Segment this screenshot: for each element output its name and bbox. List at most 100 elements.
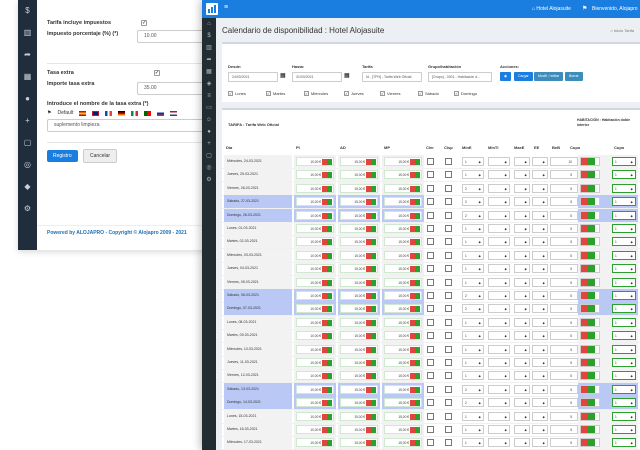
register-button[interactable]: Registro (47, 150, 78, 162)
habitacion-toggle[interactable] (580, 411, 600, 421)
cupo2-input[interactable]: 1 ◆ (612, 291, 636, 300)
spinner-icon[interactable]: ◆ (478, 374, 481, 379)
cler-checkbox[interactable] (427, 211, 434, 219)
spinner-icon[interactable]: ◆ (478, 320, 481, 325)
close-icon[interactable] (581, 399, 588, 407)
clsp-checkbox[interactable] (445, 305, 452, 313)
spinner-icon[interactable]: ◆ (504, 334, 507, 339)
cupo-input[interactable]: 5 (550, 398, 578, 408)
flag-de-icon[interactable] (118, 110, 126, 116)
decrease-icon[interactable] (322, 333, 327, 340)
increase-icon[interactable] (371, 319, 376, 326)
cupo2-input[interactable]: 1 ◆ (612, 224, 636, 233)
cupo-input[interactable]: 5 (550, 277, 578, 287)
breadcrumb[interactable]: ⌂ Inicio Tarifa (610, 28, 634, 33)
cupo2-input[interactable]: 1 ◆ (612, 264, 636, 274)
increase-icon[interactable] (327, 427, 332, 433)
cler-checkbox[interactable] (427, 399, 434, 407)
spinner-icon[interactable]: ◆ (630, 414, 633, 419)
spinner-icon[interactable]: ◆ (504, 294, 507, 298)
globe-icon[interactable]: ◎ (24, 160, 31, 169)
increase-icon[interactable] (371, 440, 376, 447)
price-input[interactable]: 15,00 € (340, 224, 378, 233)
spinner-icon[interactable]: ◆ (524, 227, 527, 231)
decrease-icon[interactable] (322, 159, 327, 165)
price-input[interactable]: 15,00 € (340, 344, 378, 354)
spinner-icon[interactable]: ◆ (542, 307, 545, 312)
min-estancia-input[interactable]: 1 ◆ (462, 317, 484, 327)
open-icon[interactable] (588, 184, 595, 192)
spinner-icon[interactable]: ◆ (504, 361, 507, 365)
max-estancia-input[interactable]: ◆ (514, 438, 530, 448)
spinner-icon[interactable]: ◆ (542, 334, 545, 339)
spinner-icon[interactable]: ◆ (524, 387, 527, 392)
price-input[interactable]: 15,00 € (384, 411, 422, 421)
decrease-icon[interactable] (322, 440, 327, 447)
min-estancia-input[interactable]: 1 ◆ (462, 371, 484, 381)
close-icon[interactable] (581, 225, 588, 232)
max-estancia-input[interactable]: ◆ (514, 425, 530, 434)
price-input[interactable]: 10,00 € (296, 157, 334, 166)
ee-input[interactable]: ◆ (532, 358, 548, 367)
ee-input[interactable]: ◆ (532, 411, 548, 421)
decrease-icon[interactable] (410, 266, 415, 273)
checkbox[interactable]: ✓ (228, 91, 233, 96)
increase-icon[interactable] (371, 427, 376, 433)
price-input[interactable]: 15,00 € (384, 331, 422, 341)
col-ad[interactable]: AD (340, 145, 346, 150)
spinner-icon[interactable]: ◆ (524, 280, 527, 285)
ee-input[interactable]: ◆ (532, 277, 548, 287)
close-icon[interactable] (581, 439, 588, 447)
decrease-icon[interactable] (410, 360, 415, 366)
close-icon[interactable] (581, 184, 588, 192)
decrease-icon[interactable] (410, 212, 415, 219)
min-ti-input[interactable]: ◆ (488, 264, 510, 274)
open-icon[interactable] (588, 412, 595, 420)
spinner-icon[interactable]: ◆ (630, 160, 633, 164)
price-input[interactable]: 15,00 € (340, 197, 378, 207)
decrease-icon[interactable] (366, 306, 371, 313)
clsp-checkbox[interactable] (445, 318, 452, 326)
col-minti[interactable]: MinTI (488, 145, 499, 150)
clsp-checkbox[interactable] (445, 399, 452, 407)
cupo-input[interactable]: 5 (550, 170, 578, 180)
calendar-icon[interactable]: ▦ (206, 69, 212, 75)
price-input[interactable]: 10,00 € (296, 438, 334, 448)
increase-icon[interactable] (327, 373, 332, 380)
checkbox-tasa-extra[interactable]: ✓ (153, 70, 160, 76)
spinner-icon[interactable]: ◆ (504, 414, 507, 419)
habitacion-toggle[interactable] (580, 438, 600, 448)
globe-icon[interactable]: ◎ (206, 165, 212, 171)
habitacion-toggle[interactable] (580, 183, 600, 193)
decrease-icon[interactable] (410, 427, 415, 433)
max-estancia-input[interactable]: ◆ (514, 170, 530, 180)
spinner-icon[interactable]: ◆ (478, 347, 481, 352)
menu-toggle-icon[interactable]: ≡ (224, 4, 229, 11)
open-icon[interactable] (588, 198, 595, 206)
spinner-icon[interactable]: ◆ (542, 200, 545, 205)
increase-icon[interactable] (415, 199, 420, 206)
increase-icon[interactable] (371, 239, 376, 246)
decrease-icon[interactable] (410, 185, 415, 192)
increase-icon[interactable] (415, 239, 420, 246)
spinner-icon[interactable]: ◆ (630, 227, 633, 231)
clsp-checkbox[interactable] (445, 345, 452, 353)
app-logo-icon[interactable] (206, 3, 218, 15)
plus-icon[interactable]: + (25, 116, 30, 125)
open-icon[interactable] (588, 158, 595, 165)
increase-icon[interactable] (327, 386, 332, 393)
increase-icon[interactable] (415, 333, 420, 340)
price-input[interactable]: 15,00 € (340, 371, 378, 381)
increase-icon[interactable] (415, 400, 420, 407)
min-estancia-input[interactable]: 2 ◆ (462, 197, 484, 207)
checkbox[interactable]: ✓ (304, 91, 309, 96)
spinner-icon[interactable]: ◆ (524, 294, 527, 298)
cler-checkbox[interactable] (427, 318, 434, 326)
price-input[interactable]: 10,00 € (296, 183, 334, 193)
increase-icon[interactable] (327, 185, 332, 192)
col-mine[interactable]: MinE (462, 145, 472, 150)
max-estancia-input[interactable]: ◆ (514, 277, 530, 287)
spinner-icon[interactable]: ◆ (542, 361, 545, 365)
cargar-button[interactable]: Cargar (514, 72, 533, 81)
decrease-icon[interactable] (366, 266, 371, 273)
